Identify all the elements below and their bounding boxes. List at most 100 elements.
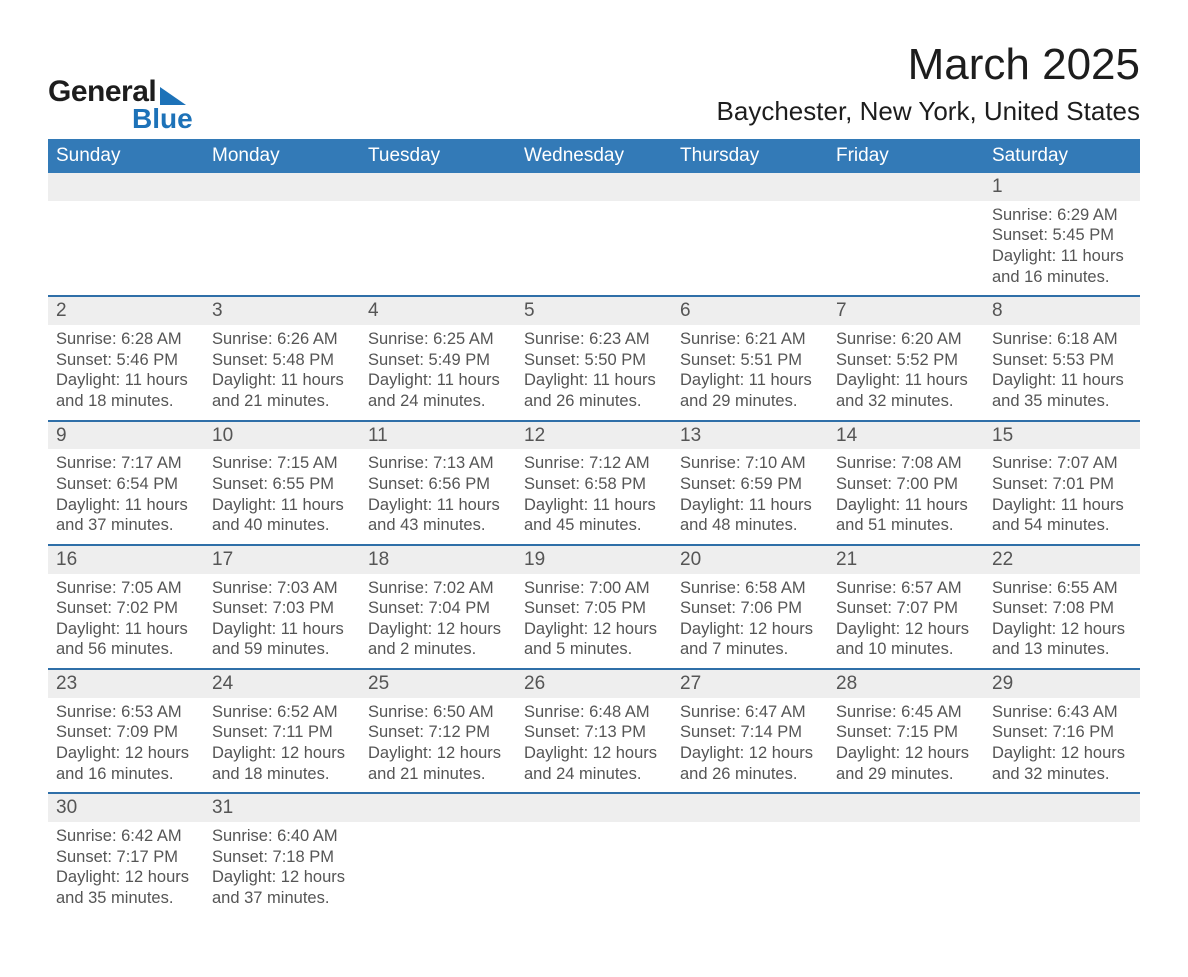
dl2-text: and 32 minutes. [992, 764, 1132, 785]
sunrise-text: Sunrise: 6:28 AM [56, 329, 196, 350]
day-number-cell: 10 [204, 421, 360, 450]
day-content-cell: Sunrise: 6:47 AMSunset: 7:14 PMDaylight:… [672, 698, 828, 794]
dl2-text: and 51 minutes. [836, 515, 976, 536]
dl1-text: Daylight: 11 hours [368, 495, 508, 516]
dl1-text: Daylight: 11 hours [524, 495, 664, 516]
sunset-text: Sunset: 6:56 PM [368, 474, 508, 495]
dl2-text: and 21 minutes. [368, 764, 508, 785]
day-content-cell: Sunrise: 6:26 AMSunset: 5:48 PMDaylight:… [204, 325, 360, 421]
dl1-text: Daylight: 11 hours [992, 246, 1132, 267]
sunrise-text: Sunrise: 7:07 AM [992, 453, 1132, 474]
dl2-text: and 5 minutes. [524, 639, 664, 660]
dl1-text: Daylight: 11 hours [992, 370, 1132, 391]
header: General Blue March 2025 Baychester, New … [48, 40, 1140, 133]
dl1-text: Daylight: 12 hours [992, 743, 1132, 764]
sunset-text: Sunset: 7:03 PM [212, 598, 352, 619]
day-number-cell [828, 173, 984, 201]
day-content-cell [516, 201, 672, 297]
sunset-text: Sunset: 7:05 PM [524, 598, 664, 619]
sunset-text: Sunset: 6:59 PM [680, 474, 820, 495]
dl1-text: Daylight: 12 hours [212, 743, 352, 764]
day-number-cell: 24 [204, 669, 360, 698]
day-content-cell: Sunrise: 7:07 AMSunset: 7:01 PMDaylight:… [984, 449, 1140, 545]
sunrise-text: Sunrise: 6:52 AM [212, 702, 352, 723]
day-number-cell [360, 173, 516, 201]
day-content-cell: Sunrise: 6:42 AMSunset: 7:17 PMDaylight:… [48, 822, 204, 917]
sail-icon [160, 87, 186, 105]
dl1-text: Daylight: 12 hours [368, 619, 508, 640]
sunrise-text: Sunrise: 6:40 AM [212, 826, 352, 847]
dl2-text: and 32 minutes. [836, 391, 976, 412]
day-content-cell: Sunrise: 6:45 AMSunset: 7:15 PMDaylight:… [828, 698, 984, 794]
day-content-cell [516, 822, 672, 917]
dl1-text: Daylight: 12 hours [524, 743, 664, 764]
day-number-cell: 18 [360, 545, 516, 574]
day-number-cell: 17 [204, 545, 360, 574]
dl2-text: and 59 minutes. [212, 639, 352, 660]
sunrise-text: Sunrise: 7:17 AM [56, 453, 196, 474]
day-content-cell [672, 822, 828, 917]
day-number-cell: 3 [204, 296, 360, 325]
sunrise-text: Sunrise: 6:21 AM [680, 329, 820, 350]
sunset-text: Sunset: 5:48 PM [212, 350, 352, 371]
day-content-cell: Sunrise: 7:10 AMSunset: 6:59 PMDaylight:… [672, 449, 828, 545]
sunset-text: Sunset: 7:12 PM [368, 722, 508, 743]
day-number-cell: 6 [672, 296, 828, 325]
dl1-text: Daylight: 12 hours [992, 619, 1132, 640]
dl2-text: and 43 minutes. [368, 515, 508, 536]
sunset-text: Sunset: 7:01 PM [992, 474, 1132, 495]
day-number-cell: 9 [48, 421, 204, 450]
weekday-header-row: SundayMondayTuesdayWednesdayThursdayFrid… [48, 139, 1140, 173]
day-content-cell: Sunrise: 7:08 AMSunset: 7:00 PMDaylight:… [828, 449, 984, 545]
day-number-row: 23242526272829 [48, 669, 1140, 698]
day-number-row: 9101112131415 [48, 421, 1140, 450]
day-number-cell: 29 [984, 669, 1140, 698]
day-content-cell: Sunrise: 6:29 AMSunset: 5:45 PMDaylight:… [984, 201, 1140, 297]
month-title: March 2025 [717, 40, 1140, 90]
dl2-text: and 26 minutes. [524, 391, 664, 412]
dl1-text: Daylight: 11 hours [212, 370, 352, 391]
dl1-text: Daylight: 11 hours [992, 495, 1132, 516]
sunset-text: Sunset: 7:07 PM [836, 598, 976, 619]
day-content-cell [204, 201, 360, 297]
sunrise-text: Sunrise: 7:15 AM [212, 453, 352, 474]
day-number-cell: 4 [360, 296, 516, 325]
weekday-header: Monday [204, 139, 360, 173]
sunset-text: Sunset: 6:58 PM [524, 474, 664, 495]
sunset-text: Sunset: 5:45 PM [992, 225, 1132, 246]
day-number-cell: 14 [828, 421, 984, 450]
dl2-text: and 54 minutes. [992, 515, 1132, 536]
dl2-text: and 35 minutes. [992, 391, 1132, 412]
dl1-text: Daylight: 12 hours [836, 619, 976, 640]
day-content-cell: Sunrise: 6:43 AMSunset: 7:16 PMDaylight:… [984, 698, 1140, 794]
day-content-cell: Sunrise: 6:50 AMSunset: 7:12 PMDaylight:… [360, 698, 516, 794]
weekday-header: Wednesday [516, 139, 672, 173]
day-number-cell: 2 [48, 296, 204, 325]
day-number-cell: 7 [828, 296, 984, 325]
dl1-text: Daylight: 12 hours [212, 867, 352, 888]
day-content-cell [828, 822, 984, 917]
day-number-cell [204, 173, 360, 201]
day-content-cell [828, 201, 984, 297]
sunset-text: Sunset: 5:53 PM [992, 350, 1132, 371]
dl2-text: and 37 minutes. [212, 888, 352, 909]
dl1-text: Daylight: 12 hours [680, 619, 820, 640]
sunset-text: Sunset: 7:02 PM [56, 598, 196, 619]
weekday-header: Thursday [672, 139, 828, 173]
day-number-row: 3031 [48, 793, 1140, 822]
sunrise-text: Sunrise: 6:29 AM [992, 205, 1132, 226]
sunrise-text: Sunrise: 6:48 AM [524, 702, 664, 723]
dl2-text: and 48 minutes. [680, 515, 820, 536]
day-number-cell: 16 [48, 545, 204, 574]
day-content-cell: Sunrise: 7:15 AMSunset: 6:55 PMDaylight:… [204, 449, 360, 545]
day-number-cell: 22 [984, 545, 1140, 574]
day-number-cell: 27 [672, 669, 828, 698]
dl2-text: and 16 minutes. [56, 764, 196, 785]
sunrise-text: Sunrise: 6:43 AM [992, 702, 1132, 723]
day-content-cell: Sunrise: 7:12 AMSunset: 6:58 PMDaylight:… [516, 449, 672, 545]
dl1-text: Daylight: 11 hours [524, 370, 664, 391]
day-number-cell [984, 793, 1140, 822]
day-number-cell: 13 [672, 421, 828, 450]
day-number-cell: 15 [984, 421, 1140, 450]
day-number-cell: 30 [48, 793, 204, 822]
